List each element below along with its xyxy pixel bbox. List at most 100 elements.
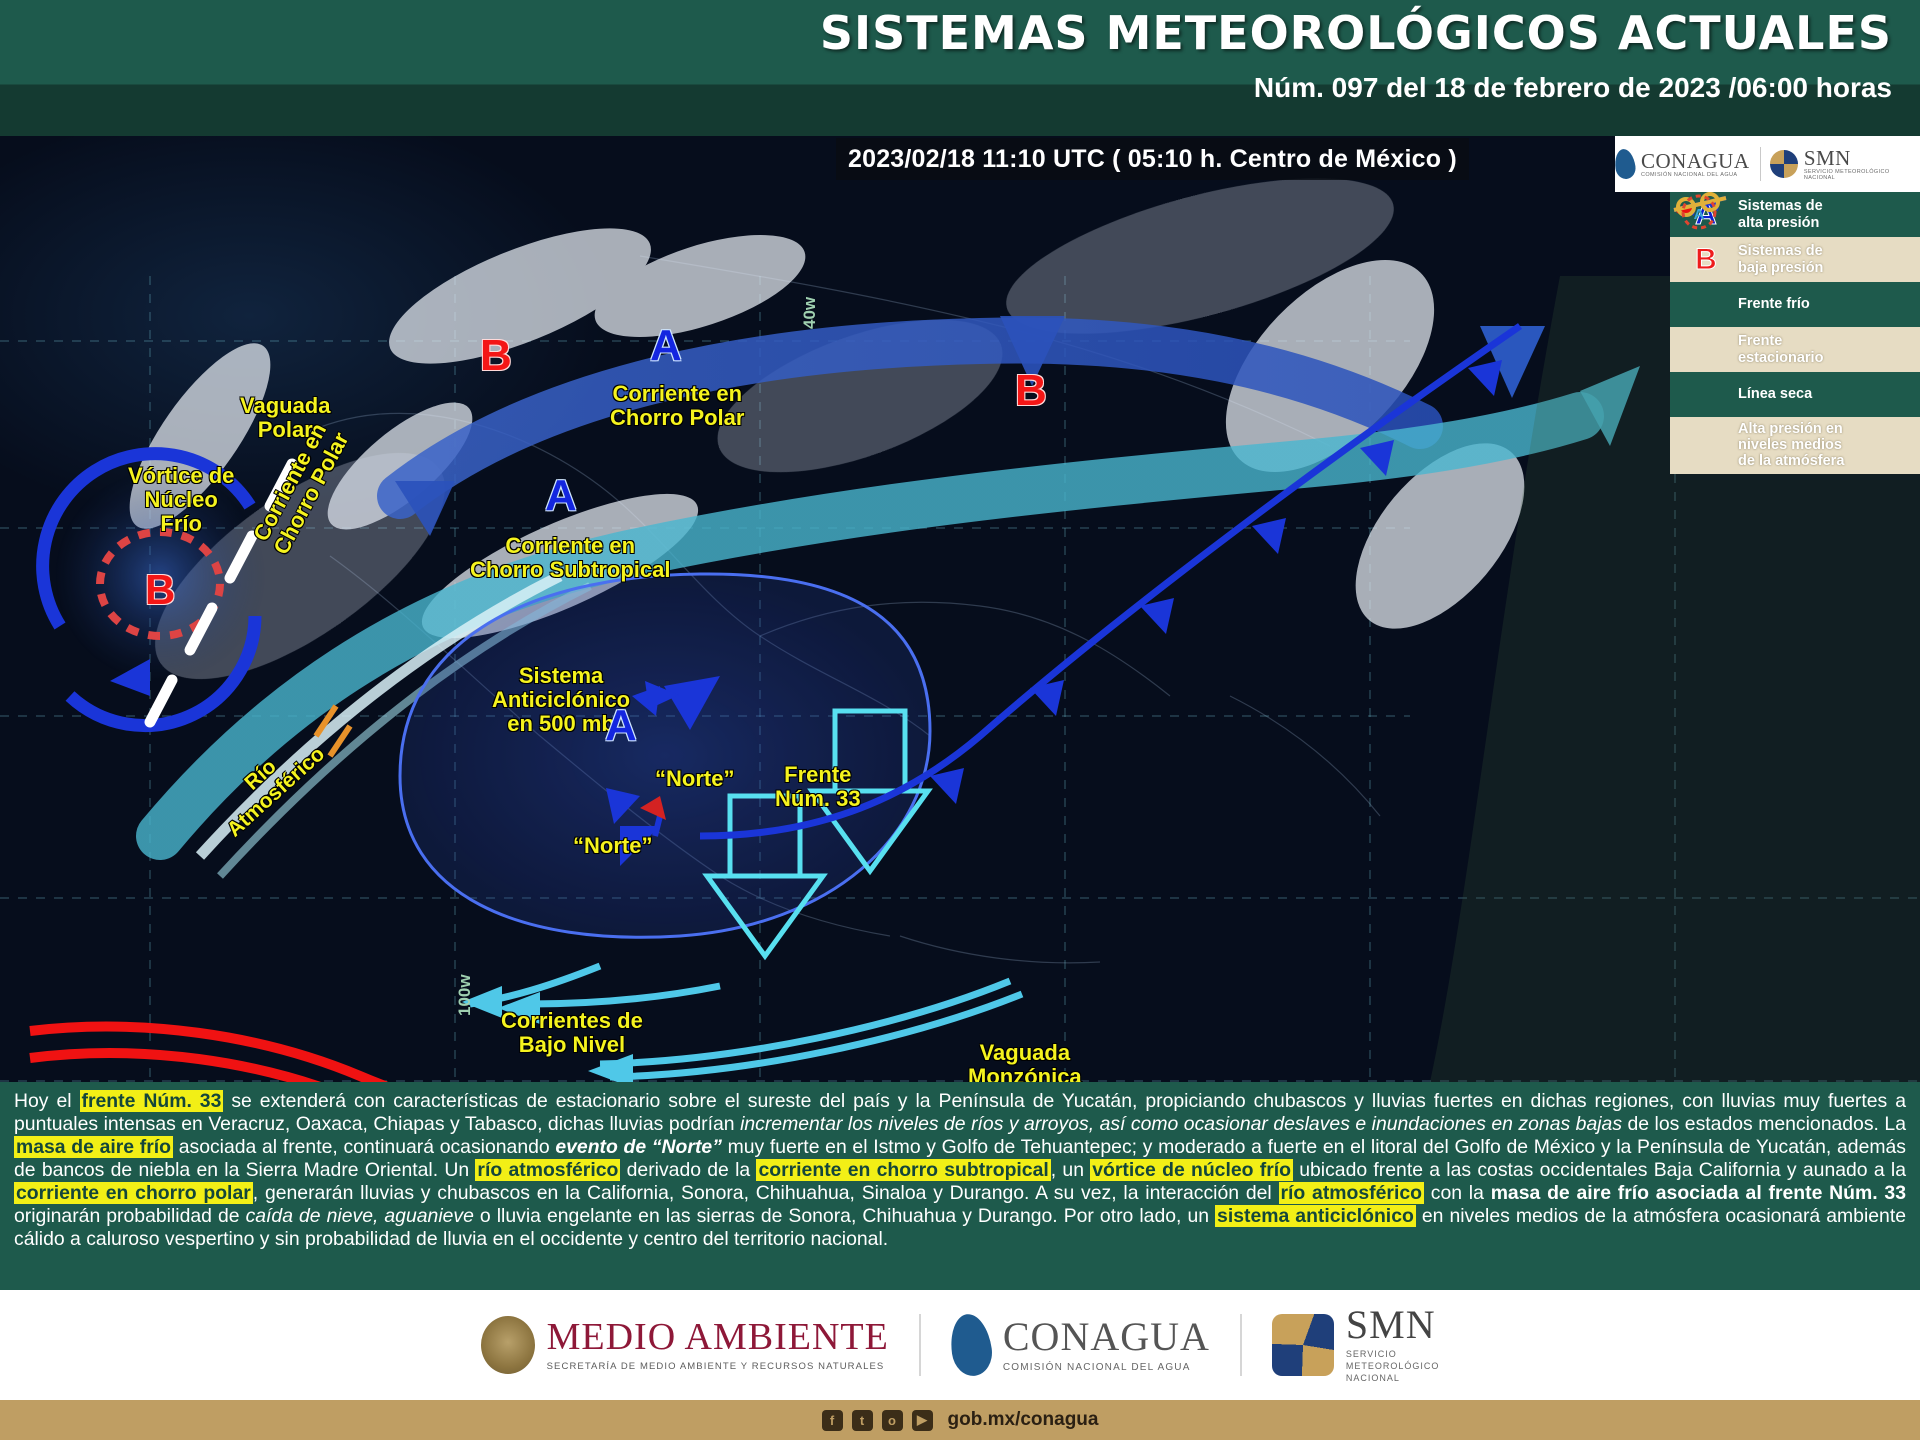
- warm-front-marker: [640, 796, 666, 820]
- legend-item-label: Sistemas de alta presión: [1738, 198, 1823, 231]
- conagua-logo-text: CONAGUA: [1641, 148, 1750, 173]
- conagua-title: CONAGUA: [1002, 1314, 1210, 1359]
- legend-item-label: Frente frío: [1738, 296, 1810, 313]
- map-logo-strip: CONAGUA COMISIÓN NACIONAL DEL AGUA SMN S…: [1613, 136, 1920, 192]
- page-title: SISTEMAS METEOROLÓGICOS ACTUALES: [819, 6, 1892, 60]
- legend-item-label: Alta presión en niveles medios de la atmós…: [1738, 421, 1845, 470]
- terrain-shading: [1430, 276, 1920, 1082]
- youtube-icon[interactable]: ▶: [911, 1409, 933, 1431]
- legend-item-0[interactable]: A Sistemas de alta presión: [1670, 192, 1920, 237]
- timestamp-banner: 2023/02/18 11:10 UTC ( 05:10 h. Centro d…: [836, 138, 1469, 180]
- map-legend[interactable]: A Sistemas de alta presión B Sistemas de b…: [1670, 192, 1920, 474]
- marker-B-northwest: B: [480, 331, 512, 380]
- marker-A-north: A: [650, 321, 682, 370]
- forecast-run-8: muy fuerte en el Istmo y Golfo de Tehuan…: [14, 1135, 1906, 1181]
- smn-spiral-icon: [1271, 1314, 1334, 1376]
- low-level-currents: [498, 977, 1024, 1082]
- label-contour-40w: 40w: [800, 296, 819, 329]
- forecast-run-4: de los estados mencionados. La: [1622, 1112, 1906, 1135]
- itcz-line: [29, 1021, 389, 1082]
- site-url[interactable]: gob.mx/conagua: [947, 1409, 1099, 1430]
- footer-divider-1: [918, 1314, 921, 1376]
- forecast-run-17: río atmosférico: [1278, 1181, 1424, 1204]
- front-segment-mexico: [632, 681, 679, 837]
- legend-item-5[interactable]: A Alta presión en niveles medios de la atm…: [1670, 194, 1920, 474]
- cold-core-vortex: [36, 447, 265, 733]
- forecast-run-22: o lluvia engelante en las sierras de Son…: [473, 1204, 1216, 1227]
- dry-line-icon: [1673, 192, 1727, 217]
- smn-title: SMN: [1345, 1302, 1436, 1348]
- forecast-run-7: evento de “Norte”: [555, 1135, 722, 1158]
- cold-front-33: [606, 323, 1522, 866]
- conagua-subtitle: COMISIÓN NACIONAL DEL AGUA: [1002, 1362, 1191, 1373]
- forecast-run-14: ubicado frente a las costas occidentales…: [1292, 1158, 1906, 1181]
- conagua-logo-subtext: COMISIÓN NACIONAL DEL AGUA: [1641, 171, 1738, 178]
- smn-logo-footer: SMN SERVICIO METEOROLÓGICO NACIONAL: [1271, 1302, 1440, 1384]
- forecast-run-6: asociada al frente, continuará ocasionan…: [173, 1135, 556, 1158]
- forecast-run-23: sistema anticiclónico: [1215, 1204, 1416, 1227]
- forecast-run-20: originarán probabilidad de: [14, 1204, 246, 1227]
- legend-item-label: Línea seca: [1738, 386, 1813, 403]
- logo-divider: [1759, 147, 1761, 181]
- svg-text:A: A: [1694, 206, 1705, 223]
- forecast-run-2: se extenderá con características de esta…: [14, 1090, 1906, 1135]
- map-graphics: [0, 178, 1920, 1082]
- legend-item-label: Sistemas de baja presión: [1738, 243, 1824, 276]
- smn-logo-text: SMN: [1803, 145, 1851, 170]
- forecast-run-12: , un: [1050, 1158, 1091, 1181]
- medio-ambiente-logo: MEDIO AMBIENTE SECRETARÍA DE MEDIO AMBIE…: [480, 1316, 889, 1374]
- legend-item-label: Frente estacionario: [1738, 333, 1824, 366]
- forecast-run-11: corriente en chorro subtropical: [756, 1158, 1051, 1181]
- social-bar[interactable]: f t o ▶ gob.mx/conagua: [0, 1400, 1920, 1440]
- forecast-run-1: frente Núm. 33: [79, 1090, 224, 1112]
- page-subtitle: Núm. 097 del 18 de febrero de 2023 /06:0…: [1253, 72, 1892, 103]
- forecast-run-15: corriente en chorro polar: [14, 1181, 253, 1204]
- low-pressure-B-icon: B: [1674, 242, 1738, 277]
- marker-A-500mb: A: [605, 701, 637, 750]
- twitter-icon[interactable]: t: [851, 1409, 873, 1431]
- forecast-run-19: masa de aire frío asociada al frente Núm…: [1490, 1181, 1906, 1204]
- legend-item-3[interactable]: Frente estacionario: [1670, 196, 1920, 372]
- instagram-icon[interactable]: o: [881, 1409, 903, 1431]
- medio-ambiente-subtitle: SECRETARÍA DE MEDIO AMBIENTE Y RECURSOS …: [546, 1361, 885, 1372]
- forecast-text-panel: Hoy el frente Núm. 33 se extenderá con c…: [0, 1082, 1920, 1290]
- norte-arrow-west: [702, 793, 828, 961]
- subtropical-jet-stream: [136, 366, 1640, 860]
- facebook-icon[interactable]: f: [821, 1409, 843, 1431]
- smn-subtitle: SERVICIO METEOROLÓGICO NACIONAL: [1345, 1349, 1440, 1383]
- forecast-run-24: en niveles medios de la atmósfera ocasio…: [14, 1204, 1907, 1250]
- page-footer: MEDIO AMBIENTE SECRETARÍA DE MEDIO AMBIE…: [0, 1290, 1920, 1400]
- marker-B-vortex: B: [145, 566, 176, 613]
- polar-jet-stream: [377, 316, 1545, 536]
- water-drop-icon: [946, 1311, 995, 1379]
- conagua-logo-header: CONAGUA COMISIÓN NACIONAL DEL AGUA: [1613, 147, 1750, 181]
- mid-level-high-pressure-icon: A: [1681, 194, 1717, 230]
- marker-B-east: B: [1015, 366, 1047, 415]
- forecast-run-13: vórtice de núcleo frío: [1090, 1158, 1293, 1181]
- forecast-run-18: con la: [1423, 1181, 1491, 1204]
- satellite-weather-map[interactable]: 2023/02/18 11:10 UTC ( 05:10 h. Centro d…: [0, 136, 1920, 1082]
- polar-trough: [144, 458, 298, 728]
- label-contour-100w: 100w: [455, 974, 474, 1016]
- legend-item-2[interactable]: Frente frío: [1670, 196, 1920, 327]
- forecast-run-5: masa de aire frío: [14, 1135, 174, 1158]
- forecast-run-3: incrementar los niveles de ríos y arroyo…: [740, 1112, 1623, 1135]
- smn-spiral-icon: [1770, 150, 1798, 178]
- legend-item-1[interactable]: B Sistemas de baja presión: [1670, 237, 1920, 282]
- low-pressure-B-icon: B: [1695, 242, 1718, 276]
- smn-logo-subtext: SERVICIO METEOROLÓGICO NACIONAL: [1803, 168, 1890, 181]
- footer-divider-2: [1239, 1314, 1242, 1376]
- cloud-masses: [129, 228, 1525, 639]
- anticyclonic-system-500mb: [398, 572, 932, 939]
- marker-A-northeast: A: [545, 471, 577, 520]
- forecast-run-0: Hoy el: [14, 1090, 80, 1112]
- page-header: SISTEMAS METEOROLÓGICOS ACTUALES Núm. 09…: [0, 0, 1920, 136]
- medio-ambiente-title: MEDIO AMBIENTE: [546, 1316, 889, 1358]
- forecast-run-16: , generarán lluvias y chubascos en la Ca…: [252, 1181, 1279, 1204]
- legend-item-4[interactable]: Línea seca: [1670, 192, 1920, 417]
- smn-logo-header: SMN SERVICIO METEOROLÓGICO NACIONAL: [1770, 145, 1920, 181]
- forecast-run-9: río atmosférico: [475, 1158, 621, 1181]
- mexico-eagle-seal-icon: [480, 1316, 535, 1374]
- low-level-arrow-left: [462, 962, 602, 1018]
